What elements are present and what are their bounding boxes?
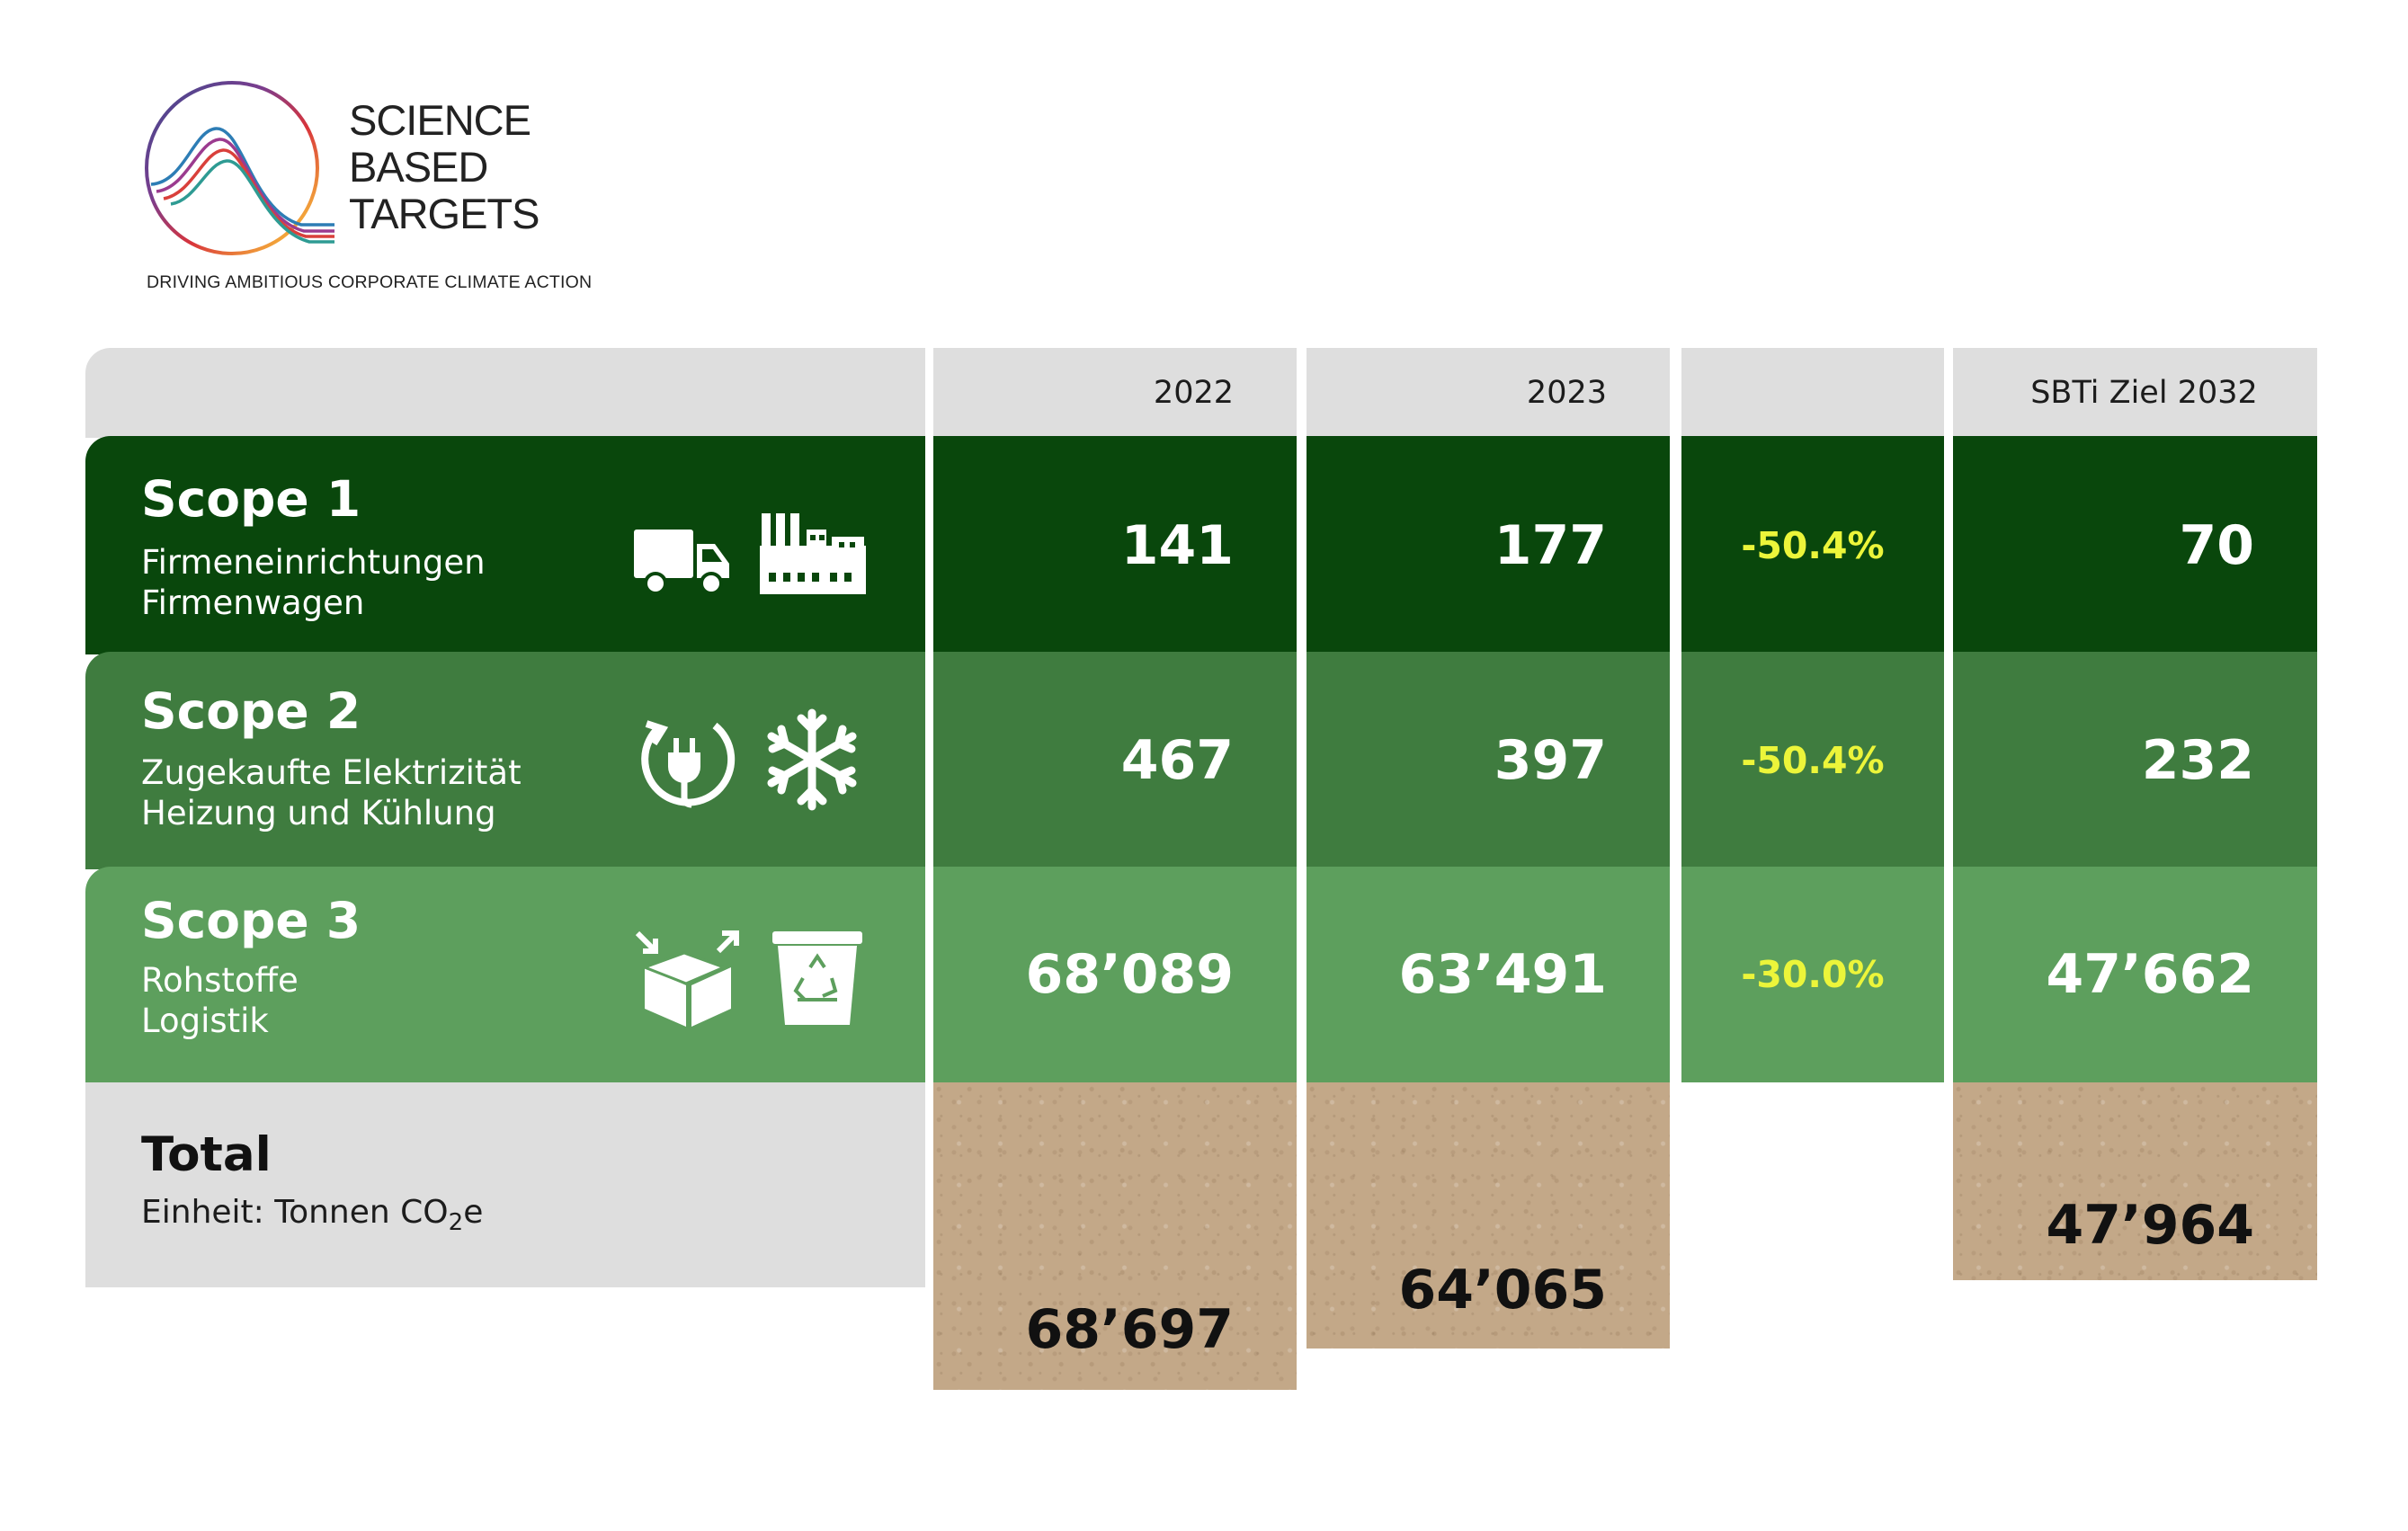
total-2023-cell: 64’065	[1307, 1082, 1670, 1349]
logo-line-2: BASED	[349, 143, 488, 191]
total-target-cell: 47’964	[1953, 1082, 2317, 1280]
logo-line-1: SCIENCE	[349, 96, 531, 144]
scope2-target: 232	[1953, 652, 2317, 869]
scope3-2023: 63’491	[1307, 867, 1670, 1082]
scope2-sub-1: Zugekaufte Elektrizität	[141, 753, 522, 792]
total-unit-prefix: Einheit: Tonnen CO	[141, 1194, 449, 1231]
total-unit: Einheit: Tonnen CO2e	[141, 1194, 483, 1236]
truck-icon	[632, 526, 733, 596]
total-label-cell: Total Einheit: Tonnen CO2e	[85, 1082, 925, 1287]
recycling-bin-icon	[769, 928, 866, 1028]
total-2022-cell: 68’697	[933, 1082, 1297, 1390]
logo-line-3: TARGETS	[349, 190, 540, 237]
scope3-label-cell: Scope 3 Rohstoffe Logistik	[85, 867, 925, 1082]
scope3-sub-1: Rohstoffe	[141, 961, 299, 1000]
header-label-cell	[85, 348, 925, 438]
sbti-logo	[144, 76, 548, 301]
factory-icon	[758, 510, 868, 596]
scope3-change: -30.0%	[1681, 867, 1944, 1082]
scope1-sub-2: Firmenwagen	[141, 583, 365, 622]
scope1-change: -50.4%	[1681, 436, 1944, 654]
scope3-2022: 68’089	[933, 867, 1297, 1082]
total-unit-sub: 2	[448, 1209, 464, 1237]
logo-tagline: DRIVING AMBITIOUS CORPORATE CLIMATE ACTI…	[147, 272, 593, 292]
scope2-change: -50.4%	[1681, 652, 1944, 869]
scope1-target: 70	[1953, 436, 2317, 654]
sbti-wordmark: SCIENCE BASED TARGETS	[349, 97, 565, 237]
header-change	[1681, 348, 1944, 438]
scope2-sub-2: Heizung und Kühlung	[141, 794, 496, 832]
snowflake-icon	[760, 708, 864, 812]
scope1-2022: 141	[933, 436, 1297, 654]
scope1-sub-1: Firmeneinrichtungen	[141, 543, 486, 582]
scope3-title: Scope 3	[141, 892, 361, 949]
sbti-logo-mark	[145, 81, 334, 255]
total-2023: 64’065	[1398, 1259, 1607, 1322]
open-box-icon	[632, 928, 742, 1028]
total-2022: 68’697	[1025, 1298, 1234, 1361]
total-title: Total	[141, 1127, 272, 1182]
header-2022: 2022	[933, 348, 1297, 438]
total-target: 47’964	[2046, 1194, 2254, 1257]
scope3-sub-2: Logistik	[141, 1001, 269, 1040]
scope1-2023: 177	[1307, 436, 1670, 654]
scope1-title: Scope 1	[141, 470, 361, 528]
total-unit-suffix: e	[463, 1194, 484, 1231]
header-target: SBTi Ziel 2032	[1953, 348, 2317, 438]
scope2-title: Scope 2	[141, 682, 361, 740]
scope2-2023: 397	[1307, 652, 1670, 869]
scope2-2022: 467	[933, 652, 1297, 869]
header-2023: 2023	[1307, 348, 1670, 438]
power-plug-icon	[632, 708, 736, 812]
scope3-target: 47’662	[1953, 867, 2317, 1082]
scope1-label-cell: Scope 1 Firmeneinrichtungen Firmenwagen	[85, 436, 925, 654]
scope2-label-cell: Scope 2 Zugekaufte Elektrizität Heizung …	[85, 652, 925, 869]
